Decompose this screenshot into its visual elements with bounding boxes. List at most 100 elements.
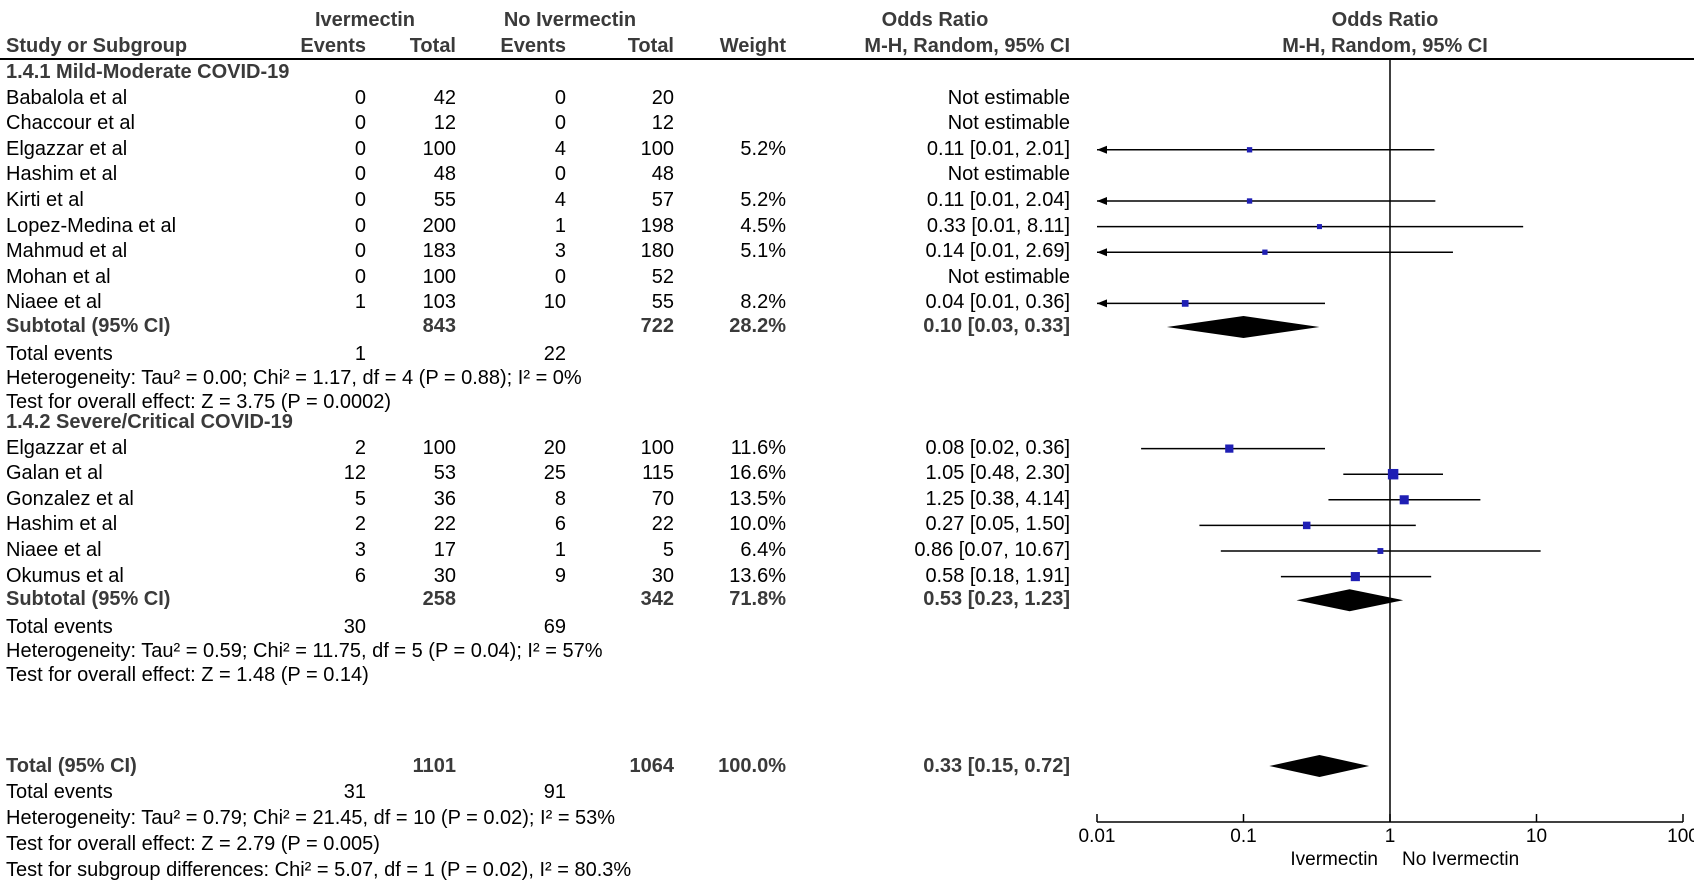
odds-ratio-ci-value: 0.58 [0.18, 1.91] (925, 565, 1070, 587)
total2-value: 12 (651, 112, 674, 134)
events2-value: 8 (554, 488, 566, 510)
weight-value: 6.4% (740, 539, 786, 561)
total1-value: 22 (433, 513, 456, 535)
odds-ratio-ci-value: 0.14 [0.01, 2.69] (925, 240, 1070, 262)
study-name: Babalola et al (6, 87, 128, 109)
total-overall-effect-text: Test for overall effect: Z = 2.79 (P = 0… (6, 833, 380, 855)
total1-value: 30 (433, 565, 456, 587)
group2-header: No Ivermectin (503, 9, 637, 31)
method-column-header: M-H, Random, 95% CI (864, 35, 1070, 57)
ci-arrow-left (1097, 248, 1107, 257)
total2-value: 100 (640, 138, 674, 160)
events2-value: 0 (554, 87, 566, 109)
total1-value: 42 (433, 87, 456, 109)
odds-ratio-ci-value: Not estimable (947, 112, 1070, 134)
study-name: Hashim et al (6, 163, 118, 185)
events1-value: 0 (354, 215, 366, 237)
subgroup-title: 1.4.1 Mild-Moderate COVID-19 (6, 61, 290, 83)
events1-value: 0 (354, 189, 366, 211)
weight-value: 5.2% (740, 189, 786, 211)
total2-value: 180 (640, 240, 674, 262)
subtotal-total2: 342 (640, 588, 674, 610)
events2-value: 4 (554, 189, 566, 211)
total2-value: 198 (640, 215, 674, 237)
subgroup-title: 1.4.2 Severe/Critical COVID-19 (6, 411, 293, 433)
study-point (1302, 521, 1311, 530)
x-tick-label: 0.01 (1079, 826, 1116, 847)
total1-value: 100 (422, 266, 456, 288)
odds-ratio-plot-header: Odds Ratio (1331, 9, 1439, 31)
subtotal-total1: 258 (422, 588, 456, 610)
study-point (1377, 548, 1384, 554)
total1-value: 183 (422, 240, 456, 262)
odds-ratio-ci-value: Not estimable (947, 163, 1070, 185)
overall-effect-text: Test for overall effect: Z = 1.48 (P = 0… (6, 664, 369, 686)
weight-value: 4.5% (740, 215, 786, 237)
total1-value: 103 (422, 291, 456, 313)
total-events-group2: 69 (543, 616, 566, 638)
ci-arrow-left (1097, 299, 1107, 308)
subtotal-ci: 0.10 [0.03, 0.33] (923, 315, 1070, 337)
total2-value: 5 (662, 539, 674, 561)
study-point (1262, 249, 1268, 255)
odds-ratio-header: Odds Ratio (881, 9, 989, 31)
total-ci: 0.33 [0.15, 0.72] (923, 755, 1070, 777)
study-name: Mohan et al (6, 266, 111, 288)
study-point (1246, 147, 1253, 153)
events2-value: 25 (543, 462, 566, 484)
events1-value: 0 (354, 266, 366, 288)
total2-value: 48 (651, 163, 674, 185)
header-rule (0, 58, 1694, 60)
total1-value: 100 (422, 437, 456, 459)
events1-value: 0 (354, 87, 366, 109)
study-name: Elgazzar et al (6, 437, 128, 459)
odds-ratio-ci-value: 0.11 [0.01, 2.01] (926, 138, 1070, 160)
weight-column-header: Weight (719, 35, 786, 57)
total1-value: 53 (433, 462, 456, 484)
x-tick-label: 1 (1385, 826, 1396, 847)
total-events-label: Total events (6, 616, 113, 638)
total-events-group1: 31 (343, 781, 366, 803)
subtotal-label: Subtotal (95% CI) (6, 588, 171, 610)
events2-value: 9 (554, 565, 566, 587)
weight-value: 16.6% (729, 462, 786, 484)
odds-ratio-ci-value: 1.05 [0.48, 2.30] (925, 462, 1070, 484)
total-events-group1: 30 (343, 616, 366, 638)
weight-value: 8.2% (740, 291, 786, 313)
subtotal-weight: 71.8% (729, 588, 786, 610)
study-name: Hashim et al (6, 513, 118, 535)
events2-value: 10 (543, 291, 566, 313)
study-point (1387, 468, 1399, 480)
odds-ratio-ci-value: 0.08 [0.02, 0.36] (925, 437, 1070, 459)
total2-value: 20 (651, 87, 674, 109)
subtotal-ci: 0.53 [0.23, 1.23] (923, 588, 1070, 610)
subgroup-differences-text: Test for subgroup differences: Chi² = 5.… (6, 859, 632, 881)
study-name: Mahmud et al (6, 240, 128, 262)
events1-value: 2 (354, 437, 366, 459)
group1-header: Ivermectin (314, 9, 416, 31)
study-point (1225, 444, 1234, 453)
heterogeneity-text: Heterogeneity: Tau² = 0.00; Chi² = 1.17,… (6, 367, 582, 389)
total-heterogeneity-text: Heterogeneity: Tau² = 0.79; Chi² = 21.45… (6, 807, 616, 829)
odds-ratio-ci-value: 0.33 [0.01, 8.11] (926, 215, 1070, 237)
study-name: Lopez-Medina et al (6, 215, 177, 237)
total-events-label: Total events (6, 343, 113, 365)
study-name: Okumus et al (6, 565, 124, 587)
weight-value: 11.6% (730, 437, 786, 459)
events2-value: 20 (543, 437, 566, 459)
total2-value: 22 (651, 513, 674, 535)
events1-value: 5 (354, 488, 366, 510)
odds-ratio-ci-value: 0.27 [0.05, 1.50] (925, 513, 1070, 535)
total1-value: 100 (422, 138, 456, 160)
events2-value: 6 (554, 513, 566, 535)
events2-value: 3 (554, 240, 566, 262)
events2-value: 1 (554, 539, 566, 561)
total-label: Total (95% CI) (6, 755, 137, 777)
total-events-label: Total events (6, 781, 113, 803)
odds-ratio-ci-value: 0.04 [0.01, 0.36] (925, 291, 1070, 313)
events1-value: 0 (354, 138, 366, 160)
events2-value: 0 (554, 163, 566, 185)
study-point (1350, 572, 1360, 582)
total2-value: 57 (651, 189, 674, 211)
